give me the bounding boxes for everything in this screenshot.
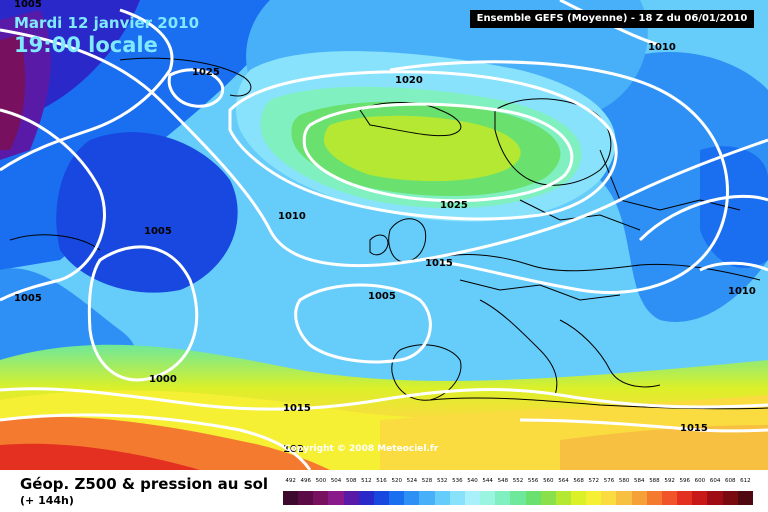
color-legend: 492 496 500 504 508 512 516 520 524 528 532 536 540 5… xyxy=(283,478,753,508)
legend-label: 552 xyxy=(512,478,524,484)
isobar-label: 1015 xyxy=(425,258,453,269)
legend-swatch xyxy=(661,491,678,505)
isobar-label: 1010 xyxy=(728,286,756,297)
geopotential-fill xyxy=(0,0,768,470)
legend-label: 600 xyxy=(694,478,706,484)
lead-time: (+ 144h) xyxy=(20,494,74,507)
legend-swatch xyxy=(434,491,450,505)
legend-swatch xyxy=(707,491,723,505)
legend-label: 532 xyxy=(436,478,448,484)
legend-label: 544 xyxy=(482,478,493,484)
legend-label: 568 xyxy=(573,478,584,484)
legend-swatch xyxy=(510,491,526,505)
legend-swatch xyxy=(570,491,587,505)
isobar-label: 1005 xyxy=(14,293,42,304)
legend-swatch xyxy=(586,491,602,505)
isobar-labels: 1005 1025 1020 1010 1010 1025 1005 1015 … xyxy=(14,0,756,455)
legend-label: 572 xyxy=(588,478,600,484)
legend-label: 580 xyxy=(618,478,630,484)
isobar-label: 1000 xyxy=(149,374,177,385)
isobar-label: 102 xyxy=(283,444,304,455)
legend-label: 608 xyxy=(725,478,736,484)
isobar-label: 1005 xyxy=(144,226,172,237)
legend-label: 504 xyxy=(330,478,342,484)
isobar-label: 1025 xyxy=(192,67,220,78)
legend-label: 524 xyxy=(406,478,418,484)
legend-swatch xyxy=(283,491,299,505)
legend-label: 604 xyxy=(709,478,721,484)
legend-label: 516 xyxy=(376,478,387,484)
forecast-time: 19:00 locale xyxy=(14,33,158,57)
legend-swatch xyxy=(495,491,511,505)
legend-swatch xyxy=(677,491,693,505)
isobar-label: 1010 xyxy=(278,211,306,222)
legend-label: 536 xyxy=(452,478,463,484)
legend-swatch xyxy=(722,491,738,505)
legend-swatch xyxy=(616,491,632,505)
legend-label: 500 xyxy=(315,478,327,484)
legend-swatch xyxy=(343,491,359,505)
legend-swatch xyxy=(692,491,708,505)
legend-swatch xyxy=(389,491,405,505)
legend-label: 560 xyxy=(543,478,554,484)
isobars xyxy=(0,0,768,470)
legend-swatch xyxy=(480,491,496,505)
legend-label: 612 xyxy=(740,478,751,484)
map-footer: Géop. Z500 & pression au sol (+ 144h) 49… xyxy=(0,470,768,512)
legend-label: 576 xyxy=(603,478,615,484)
legend-label: 556 xyxy=(527,478,539,484)
legend-swatch xyxy=(449,491,465,505)
legend-label: 564 xyxy=(558,478,569,484)
legend-swatch xyxy=(358,491,374,505)
legend-label: 512 xyxy=(361,478,372,484)
isobar-label: 1015 xyxy=(283,403,311,414)
legend-swatch xyxy=(419,491,435,505)
legend-label: 588 xyxy=(649,478,660,484)
legend-label: 508 xyxy=(345,478,357,484)
legend-swatch xyxy=(525,491,541,505)
product-title: Géop. Z500 & pression au sol xyxy=(20,475,269,493)
isobar-label: 1005 xyxy=(368,291,396,302)
forecast-date: Mardi 12 janvier 2010 xyxy=(14,14,200,32)
legend-swatch xyxy=(464,491,481,505)
copyright-notice: Copyright © 2008 Meteociel.fr xyxy=(284,444,439,454)
isobar-label: 1015 xyxy=(680,423,708,434)
legend-swatch xyxy=(313,491,329,505)
legend-swatch xyxy=(601,491,617,505)
legend-label: 540 xyxy=(467,478,478,484)
legend-labels: 492 496 500 504 508 512 516 520 524 528 532 536 540 5… xyxy=(283,478,753,490)
legend-swatch xyxy=(631,491,647,505)
isobar-label: 1020 xyxy=(395,75,423,86)
legend-label: 596 xyxy=(679,478,691,484)
legend-swatch xyxy=(737,491,753,505)
legend-swatch xyxy=(373,491,390,505)
legend-label: 584 xyxy=(634,478,645,484)
legend-label: 496 xyxy=(300,478,311,484)
legend-swatch xyxy=(540,491,556,505)
legend-swatch xyxy=(298,491,314,505)
legend-label: 548 xyxy=(497,478,509,484)
model-run-banner: Ensemble GEFS (Moyenne) - 18 Z du 06/01/… xyxy=(470,10,754,28)
isobar-label: 1005 xyxy=(14,0,42,10)
legend-label: 520 xyxy=(391,478,402,484)
legend-swatches xyxy=(283,491,753,505)
geopotential-map: 1005 1025 1020 1010 1010 1025 1005 1015 … xyxy=(0,0,768,470)
legend-label: 528 xyxy=(421,478,433,484)
legend-swatch xyxy=(404,491,420,505)
isobar-label: 1010 xyxy=(648,42,676,53)
legend-swatch xyxy=(646,491,662,505)
legend-label: 492 xyxy=(285,478,296,484)
legend-label: 592 xyxy=(664,478,675,484)
legend-swatch xyxy=(555,491,571,505)
isobar-label: 1025 xyxy=(440,200,468,211)
legend-swatch xyxy=(328,491,344,505)
